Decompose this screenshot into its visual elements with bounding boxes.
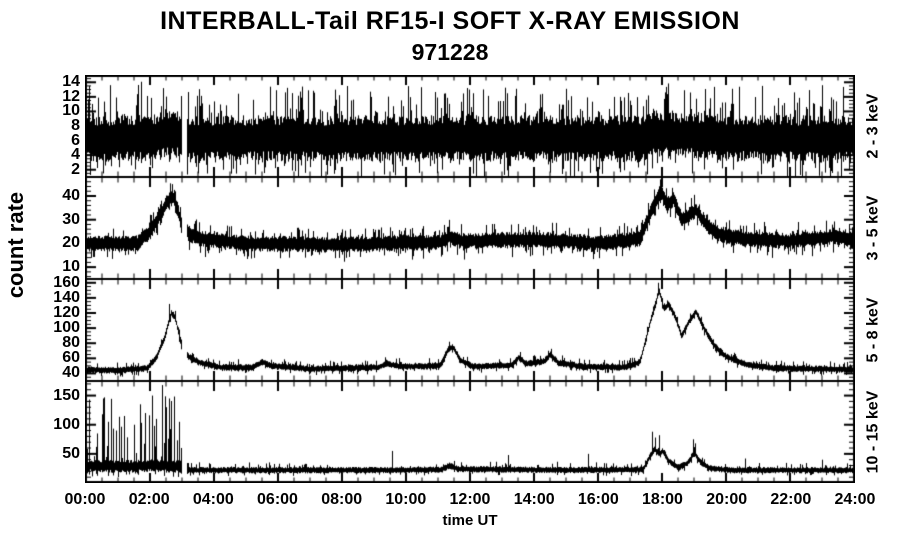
x-tick-label: 20:00	[706, 491, 748, 508]
y-tick-label: 20	[62, 234, 80, 252]
x-tick-label: 16:00	[577, 491, 619, 508]
x-tick-label: 08:00	[321, 491, 363, 508]
y-tick-label: 140	[53, 288, 80, 306]
y-tick-label: 50	[62, 444, 80, 462]
y-tick-label: 160	[53, 273, 80, 291]
y-tick-label: 30	[62, 210, 80, 228]
x-tick-label: 12:00	[449, 491, 491, 508]
x-tick-label: 24:00	[834, 491, 876, 508]
y-tick-label: 120	[53, 304, 80, 321]
y-tick-label: 2	[71, 160, 80, 178]
energy-band-label-text: 10 - 15 keV	[864, 390, 882, 474]
y-tick-label: 10	[62, 258, 80, 276]
x-tick-label: 10:00	[385, 491, 427, 508]
y-tick-label: 40	[62, 186, 80, 204]
x-tick-label: 04:00	[192, 491, 234, 508]
energy-band-label: 5 - 8 keV	[855, 279, 891, 381]
y-tick-label: 4	[71, 146, 80, 164]
y-axis-title-text: count rate	[3, 191, 29, 299]
y-tick-label: 8	[71, 117, 80, 134]
y-tick-label: 80	[62, 334, 80, 352]
y-tick-label: 100	[53, 415, 80, 433]
plot-canvas	[85, 75, 855, 483]
y-tick-label: 100	[53, 319, 80, 337]
x-tick-label: 06:00	[257, 491, 298, 508]
chart-subtitle: 971228	[411, 39, 489, 65]
x-tick-label: 00:00	[64, 491, 106, 508]
energy-band-label: 3 - 5 keV	[855, 177, 891, 279]
y-tick-label: 40	[62, 364, 80, 382]
energy-band-label: 10 - 15 keV	[855, 381, 891, 483]
energy-band-label-text: 5 - 8 keV	[864, 297, 881, 363]
y-tick-label: 10	[62, 102, 80, 120]
x-tick-label: 14:00	[513, 491, 555, 508]
x-tick-label: 22:00	[770, 491, 812, 508]
y-tick-label: 14	[62, 73, 80, 91]
y-tick-label: 150	[53, 386, 80, 404]
x-axis-title: time UT	[442, 512, 498, 529]
y-axis-title: count rate	[0, 150, 36, 340]
y-tick-label: 60	[62, 349, 80, 367]
x-tick-label: 02:00	[128, 491, 170, 508]
energy-band-label-text: 3 - 5 keV	[864, 195, 881, 261]
energy-band-label: 2 - 3 keV	[855, 75, 891, 177]
chart-title: INTERBALL-Tail RF15-I SOFT X-RAY EMISSIO…	[160, 7, 740, 35]
x-tick-label: 18:00	[642, 491, 683, 508]
y-tick-label: 12	[62, 87, 80, 105]
y-tick-label: 6	[71, 131, 80, 149]
energy-band-label-text: 2 - 3 keV	[864, 93, 881, 159]
